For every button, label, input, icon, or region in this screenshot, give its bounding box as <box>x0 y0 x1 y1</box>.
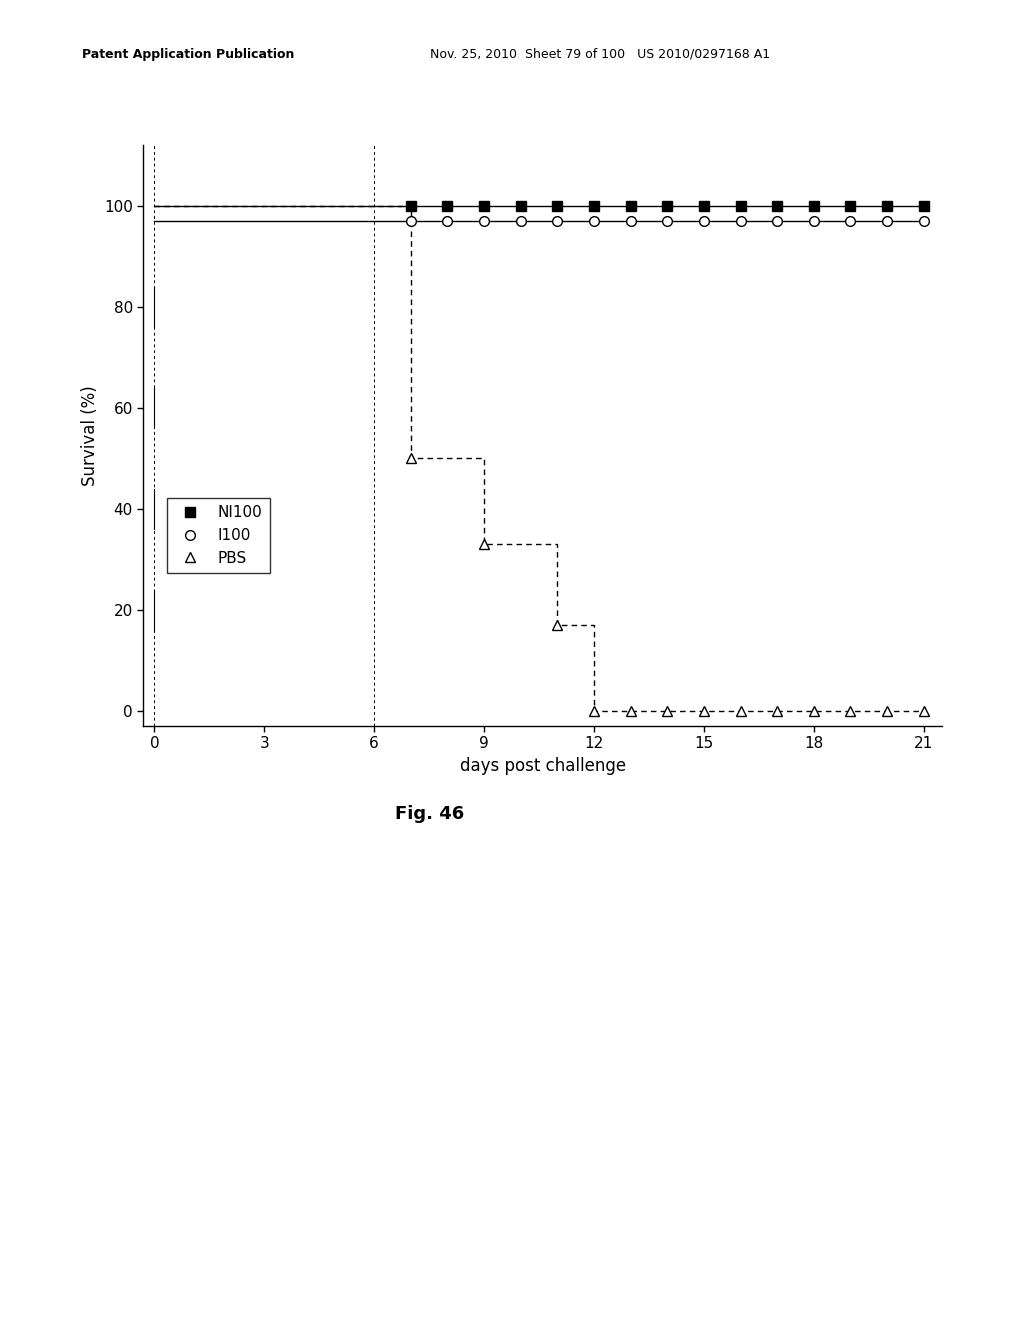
PBS <box>625 704 637 719</box>
PBS <box>918 704 930 719</box>
PBS <box>551 616 563 632</box>
NI100 <box>404 198 417 214</box>
Line: I100: I100 <box>406 216 929 226</box>
Text: Nov. 25, 2010  Sheet 79 of 100   US 2010/0297168 A1: Nov. 25, 2010 Sheet 79 of 100 US 2010/02… <box>430 48 770 61</box>
Legend: NI100, I100, PBS: NI100, I100, PBS <box>167 498 269 573</box>
I100 <box>918 213 930 228</box>
I100 <box>625 213 637 228</box>
I100 <box>588 213 600 228</box>
Line: PBS: PBS <box>406 454 929 715</box>
NI100 <box>588 198 600 214</box>
NI100 <box>697 198 710 214</box>
NI100 <box>808 198 820 214</box>
Text: Patent Application Publication: Patent Application Publication <box>82 48 294 61</box>
I100 <box>845 213 857 228</box>
NI100 <box>881 198 893 214</box>
PBS <box>845 704 857 719</box>
Y-axis label: Survival (%): Survival (%) <box>81 385 98 486</box>
I100 <box>551 213 563 228</box>
Text: Fig. 46: Fig. 46 <box>395 805 465 824</box>
I100 <box>697 213 710 228</box>
PBS <box>478 536 490 552</box>
PBS <box>697 704 710 719</box>
X-axis label: days post challenge: days post challenge <box>460 756 626 775</box>
I100 <box>441 213 454 228</box>
PBS <box>404 450 417 466</box>
PBS <box>588 704 600 719</box>
I100 <box>808 213 820 228</box>
I100 <box>478 213 490 228</box>
NI100 <box>551 198 563 214</box>
NI100 <box>625 198 637 214</box>
NI100 <box>662 198 674 214</box>
I100 <box>771 213 783 228</box>
I100 <box>662 213 674 228</box>
NI100 <box>734 198 746 214</box>
PBS <box>734 704 746 719</box>
I100 <box>881 213 893 228</box>
Line: NI100: NI100 <box>406 201 929 211</box>
PBS <box>881 704 893 719</box>
I100 <box>404 213 417 228</box>
NI100 <box>515 198 527 214</box>
NI100 <box>441 198 454 214</box>
NI100 <box>478 198 490 214</box>
NI100 <box>918 198 930 214</box>
PBS <box>808 704 820 719</box>
I100 <box>515 213 527 228</box>
NI100 <box>845 198 857 214</box>
I100 <box>734 213 746 228</box>
PBS <box>662 704 674 719</box>
NI100 <box>771 198 783 214</box>
PBS <box>771 704 783 719</box>
